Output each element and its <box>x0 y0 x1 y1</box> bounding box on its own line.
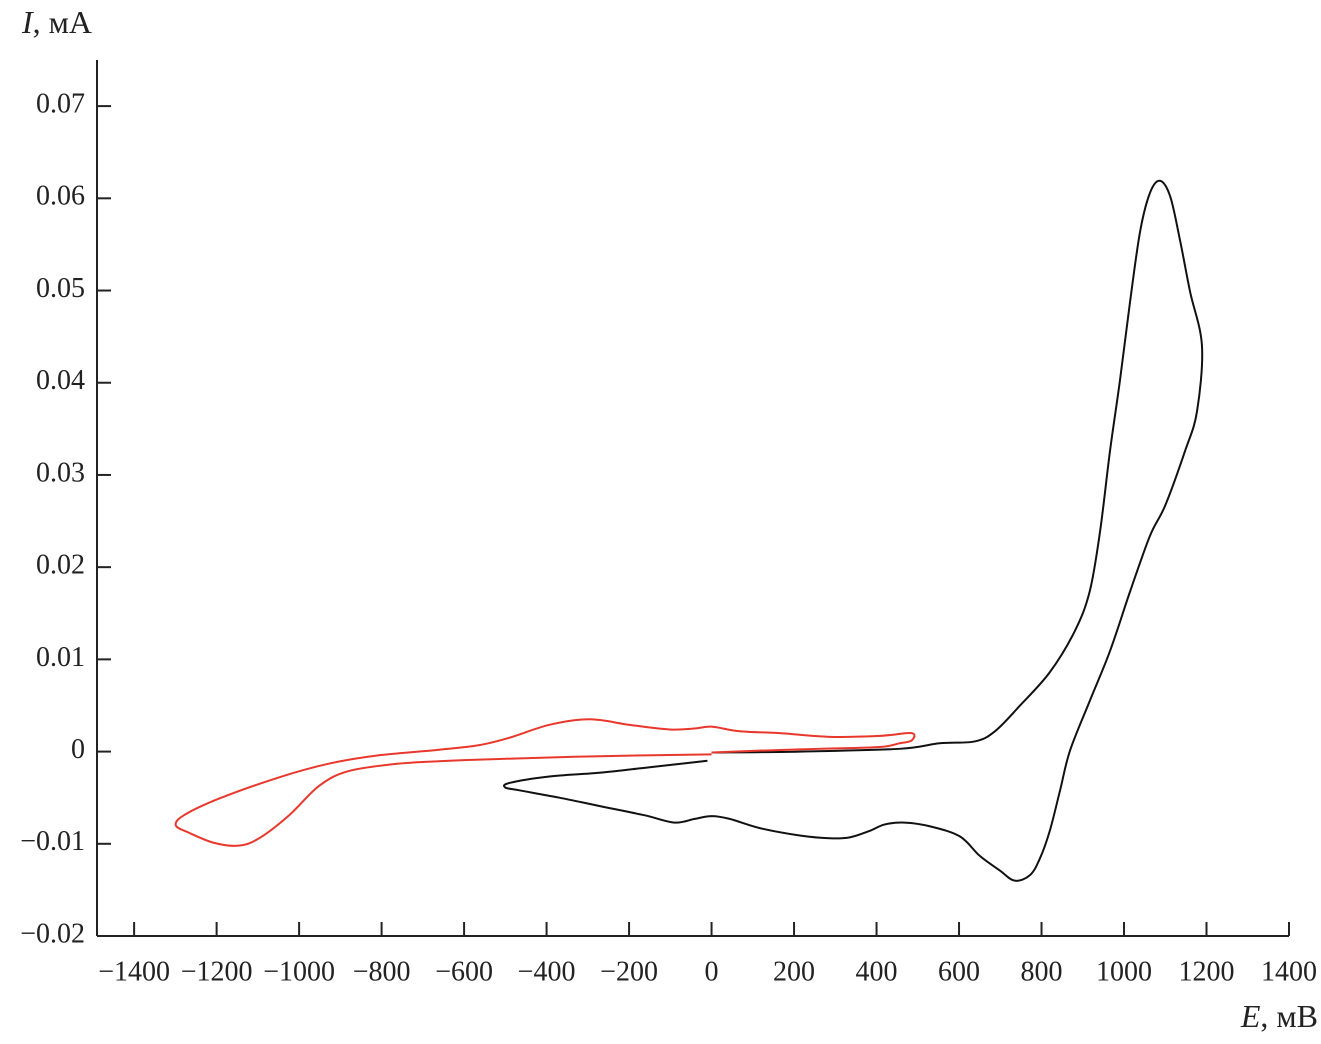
y-tick-label: 0 <box>71 734 85 765</box>
x-tick-label: 1000 <box>1096 956 1152 987</box>
x-tick-label: 200 <box>773 956 815 987</box>
x-tick-label: 1200 <box>1179 956 1235 987</box>
x-tick-label: 600 <box>938 956 980 987</box>
y-tick-label: −0.02 <box>20 918 85 949</box>
y-tick-label: 0.02 <box>36 550 85 581</box>
y-axis-title: I, мА <box>21 4 92 40</box>
x-axis-title: E, мВ <box>1240 998 1318 1034</box>
x-tick-label: −600 <box>435 956 493 987</box>
x-tick-label: −1000 <box>263 956 335 987</box>
y-tick-label: 0.06 <box>36 181 85 212</box>
y-tick-label: −0.01 <box>20 826 85 857</box>
x-tick-label: −1400 <box>98 956 170 987</box>
x-tick-label: −1200 <box>181 956 253 987</box>
y-tick-label: 0.03 <box>36 457 85 488</box>
x-tick-label: 0 <box>705 956 719 987</box>
y-tick-label: 0.05 <box>36 273 85 304</box>
x-tick-label: 400 <box>856 956 898 987</box>
y-axis-unit: , мА <box>33 4 92 40</box>
x-tick-label: 800 <box>1021 956 1063 987</box>
curve <box>174 718 916 847</box>
y-tick-label: 0.07 <box>36 89 85 120</box>
y-axis-symbol: I <box>21 4 34 40</box>
y-tick-label: 0.04 <box>36 365 85 396</box>
x-tick-label: −400 <box>518 956 576 987</box>
x-axis-symbol: E <box>1240 998 1261 1034</box>
curve <box>502 179 1204 882</box>
x-tick-label: 1400 <box>1261 956 1317 987</box>
x-axis-unit: , мВ <box>1260 998 1318 1034</box>
x-tick-label: −800 <box>353 956 411 987</box>
x-tick-label: −200 <box>600 956 658 987</box>
y-tick-label: 0.01 <box>36 642 85 673</box>
